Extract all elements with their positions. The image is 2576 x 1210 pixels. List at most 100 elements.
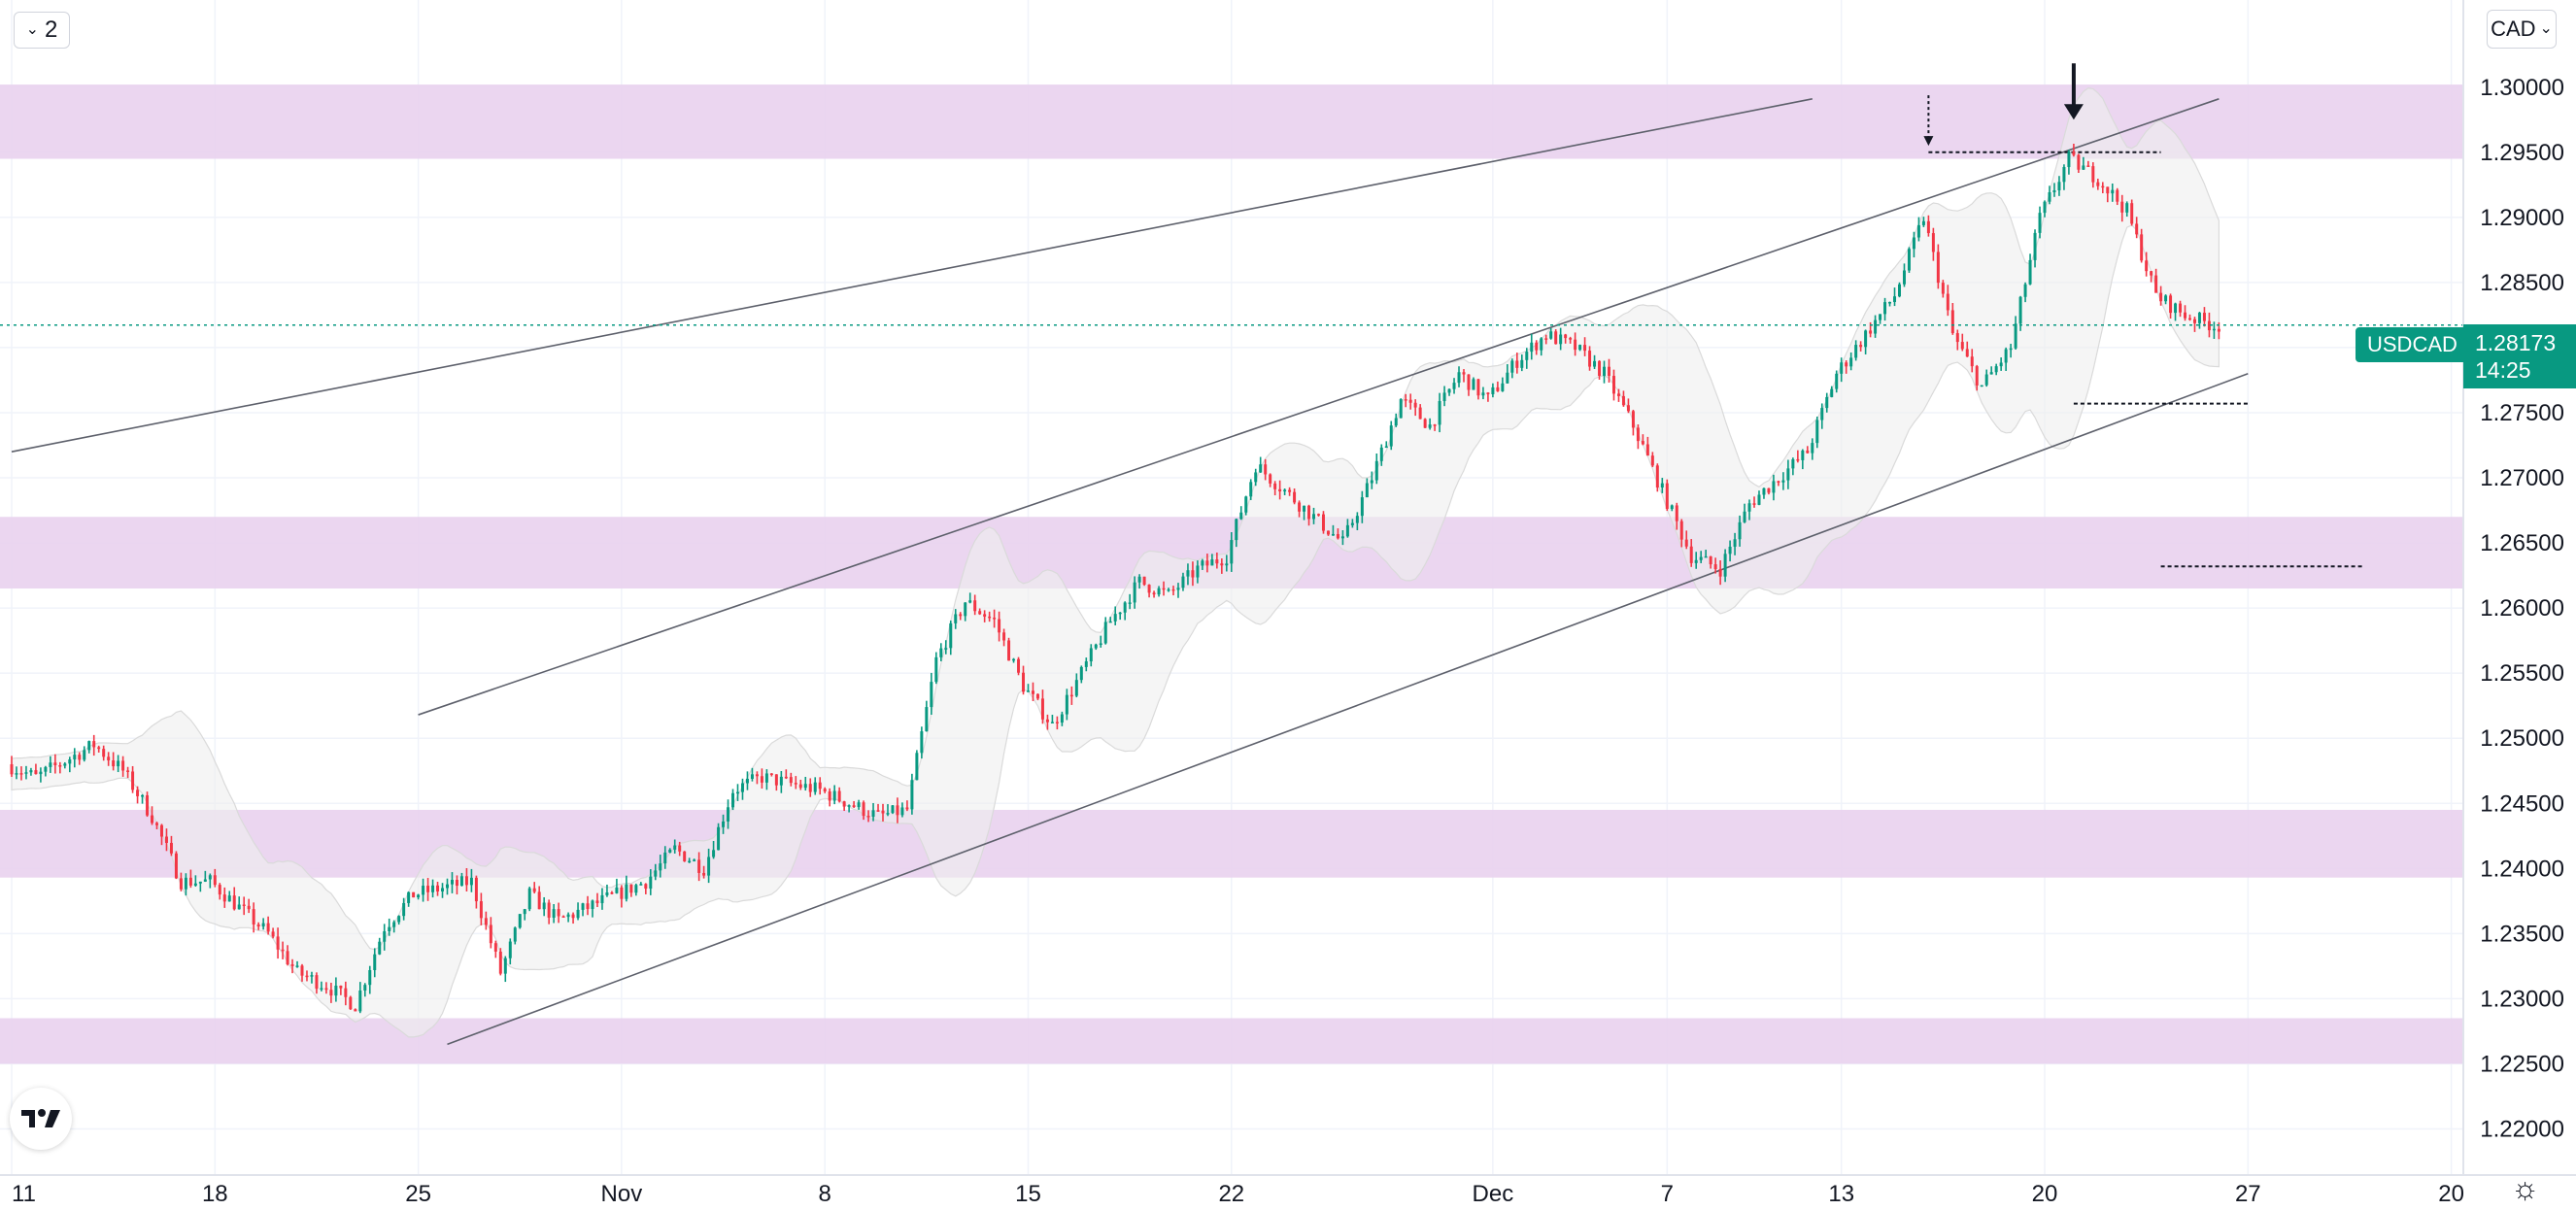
- candle-body: [1830, 388, 1834, 397]
- candle-body: [1684, 539, 1688, 547]
- candle-body: [1616, 393, 1620, 396]
- candle-body: [1312, 514, 1316, 520]
- candle-body: [2150, 271, 2153, 276]
- candle-body: [2014, 323, 2017, 349]
- candle-body: [1094, 644, 1098, 649]
- candle-body: [1442, 392, 1446, 401]
- candle-body: [659, 863, 662, 871]
- candle-body: [1035, 693, 1039, 699]
- candle-body: [959, 614, 963, 617]
- currency-label: CAD: [2491, 17, 2536, 41]
- candle-body: [1162, 588, 1166, 590]
- candle-body: [1394, 418, 1398, 426]
- candle-body: [2062, 167, 2066, 183]
- price-tick-label: 1.23000: [2480, 986, 2564, 1012]
- candle-body: [1501, 383, 1505, 391]
- candle-body: [368, 969, 372, 986]
- candle-body: [198, 881, 202, 884]
- candle-body: [1486, 392, 1490, 394]
- candle-body: [527, 888, 531, 910]
- candle-body: [1467, 374, 1471, 390]
- candle-body: [1055, 722, 1059, 723]
- price-tick-label: 1.29500: [2480, 140, 2564, 166]
- price-tick-label: 1.27500: [2480, 400, 2564, 426]
- candle-body: [2072, 151, 2076, 155]
- candle-body: [2202, 313, 2206, 321]
- gear-icon[interactable]: ☼: [2511, 1170, 2540, 1205]
- candle-body: [2082, 165, 2085, 170]
- candle-body: [1611, 376, 1615, 394]
- candle-body: [2111, 189, 2115, 194]
- candle-body: [2174, 303, 2178, 314]
- candle-body: [1869, 330, 1873, 334]
- candle-body: [1336, 533, 1339, 539]
- chevron-down-icon: ⌄: [25, 21, 40, 38]
- candle-body: [663, 852, 667, 864]
- candle-body: [271, 931, 275, 937]
- candle-body: [179, 878, 183, 890]
- candle-body: [789, 777, 793, 784]
- candle-body: [2154, 275, 2158, 293]
- currency-select[interactable]: CAD ⌄: [2487, 10, 2557, 49]
- candle-body: [508, 941, 512, 958]
- tradingview-logo-icon[interactable]: [10, 1088, 72, 1150]
- candle-body: [112, 760, 116, 767]
- candle-body: [610, 892, 614, 894]
- candlestick-series: [10, 143, 2220, 1014]
- candle-body: [1540, 338, 1543, 351]
- candle-body: [954, 614, 958, 623]
- price-zone: [0, 84, 2463, 159]
- candle-body: [1476, 379, 1480, 396]
- candle-body: [1331, 533, 1335, 536]
- candle-body: [1593, 360, 1597, 367]
- candle-body: [39, 771, 43, 775]
- candle-body: [1264, 464, 1268, 475]
- candle-body: [586, 903, 590, 910]
- candle-body: [2091, 166, 2095, 183]
- candle-body: [87, 741, 91, 751]
- candle-body: [34, 770, 38, 775]
- candle-body: [2096, 182, 2100, 186]
- candle-body: [286, 951, 289, 964]
- candle-body: [1845, 362, 1848, 367]
- candle-body: [1786, 468, 1790, 481]
- candle-body: [358, 990, 362, 1012]
- candle-body: [102, 749, 106, 757]
- last-price-tag: 1.28173 14:25: [2463, 324, 2576, 388]
- candle-body: [1898, 284, 1901, 297]
- candle-body: [1355, 516, 1359, 523]
- time-tick-label: 15: [1015, 1181, 1041, 1207]
- candle-body: [1970, 356, 1974, 367]
- candle-body: [1752, 503, 1756, 505]
- candle-body: [760, 776, 763, 783]
- candle-body: [1340, 536, 1344, 539]
- candle-body: [169, 842, 173, 854]
- candle-body: [1269, 474, 1272, 484]
- candle-body: [121, 760, 125, 771]
- candle-body: [2135, 223, 2139, 235]
- candle-body: [707, 857, 711, 876]
- layout-toggle-button[interactable]: ⌄ 2: [14, 12, 70, 49]
- price-axis-panel[interactable]: [2463, 0, 2576, 1175]
- candle-body: [1679, 521, 1683, 540]
- candle-body: [644, 884, 648, 890]
- candle-body: [736, 791, 739, 794]
- time-axis-panel[interactable]: [0, 1175, 2576, 1210]
- candle-body: [1815, 420, 1819, 444]
- candle-body: [1907, 249, 1911, 271]
- candle-body: [188, 877, 192, 886]
- candle-body: [1360, 497, 1364, 517]
- candle-body: [542, 902, 546, 910]
- candle-body: [479, 901, 483, 919]
- candle-body: [24, 772, 28, 774]
- candle-body: [1916, 224, 1920, 238]
- candle-body: [300, 965, 304, 976]
- candle-body: [1598, 360, 1602, 376]
- candle-body: [779, 776, 783, 786]
- candle-body: [441, 888, 445, 891]
- candle-body: [688, 860, 692, 863]
- candle-body: [1235, 519, 1238, 541]
- price-zone: [0, 1018, 2463, 1064]
- candle-body: [334, 985, 338, 996]
